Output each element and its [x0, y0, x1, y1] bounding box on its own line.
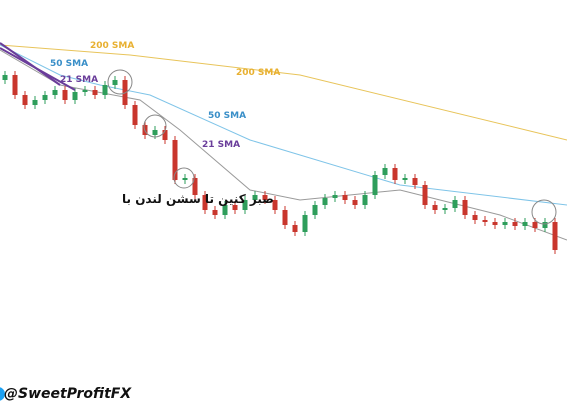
sma-label: 50 SMA — [208, 111, 246, 121]
sma-line — [0, 44, 567, 206]
highlight-circle — [531, 199, 557, 225]
candle-body — [412, 178, 418, 185]
candle-body — [152, 130, 158, 135]
highlight-circle — [173, 167, 195, 189]
sma-label: 200 SMA — [236, 68, 280, 78]
candle-body — [362, 195, 368, 205]
candle-body — [202, 195, 208, 210]
candle-body — [212, 210, 218, 215]
candle-body — [162, 130, 168, 140]
candle-body — [342, 195, 348, 200]
candle-body — [352, 200, 358, 205]
candle-body — [382, 168, 388, 175]
annotation: صبر کنین تا سشن لندن با — [122, 192, 274, 206]
candle-body — [452, 200, 458, 208]
candle-body — [502, 222, 508, 225]
candle-body — [22, 95, 28, 105]
sma-label: 50 SMA — [50, 59, 88, 69]
icon — [0, 387, 5, 401]
candle-body — [432, 205, 438, 210]
candle-body — [552, 222, 558, 250]
candle-body — [62, 90, 68, 100]
candle-body — [192, 178, 198, 195]
candle-body — [112, 80, 118, 85]
candle-body — [222, 205, 228, 215]
highlight-circle — [143, 114, 167, 138]
candle-body — [132, 105, 138, 125]
candle-body — [32, 100, 38, 105]
candle-body — [242, 200, 248, 210]
candle-body — [302, 215, 308, 232]
candle-body — [182, 178, 188, 180]
sma-label: 200 SMA — [90, 41, 134, 51]
watermark: @SweetProfitFX — [4, 386, 132, 402]
sma-label: 21 SMA — [202, 140, 240, 150]
candle-body — [532, 222, 538, 228]
candle-body — [492, 222, 498, 225]
candle-body — [12, 75, 18, 95]
candle-body — [292, 225, 298, 232]
candle-body — [252, 195, 258, 200]
candle-body — [512, 222, 518, 226]
candle-body — [172, 140, 178, 180]
candle-body — [282, 210, 288, 225]
candle-body — [2, 75, 8, 80]
sma-label: 21 SMA — [60, 75, 98, 85]
candle-body — [462, 200, 468, 215]
candle-body — [52, 90, 58, 95]
candle-body — [402, 178, 408, 180]
candle-body — [372, 175, 378, 195]
candle-body — [442, 208, 448, 210]
candle-body — [92, 90, 98, 95]
candle-body — [422, 185, 428, 205]
candle-body — [102, 85, 108, 95]
candle-body — [522, 222, 528, 226]
sma-line — [0, 44, 567, 141]
candle-body — [472, 215, 478, 220]
candle-body — [272, 200, 278, 210]
candle-body — [42, 95, 48, 100]
candle-body — [232, 205, 238, 210]
candle-body — [332, 195, 338, 198]
candle-body — [82, 90, 88, 92]
candle-body — [322, 198, 328, 205]
candle-body — [542, 222, 548, 228]
candle-body — [262, 195, 268, 200]
candle-body — [72, 92, 78, 100]
highlight-circle — [107, 69, 133, 95]
arrow-line — [0, 47, 76, 91]
candle-body — [312, 205, 318, 215]
candle-body — [482, 220, 488, 222]
candle-body — [392, 168, 398, 180]
